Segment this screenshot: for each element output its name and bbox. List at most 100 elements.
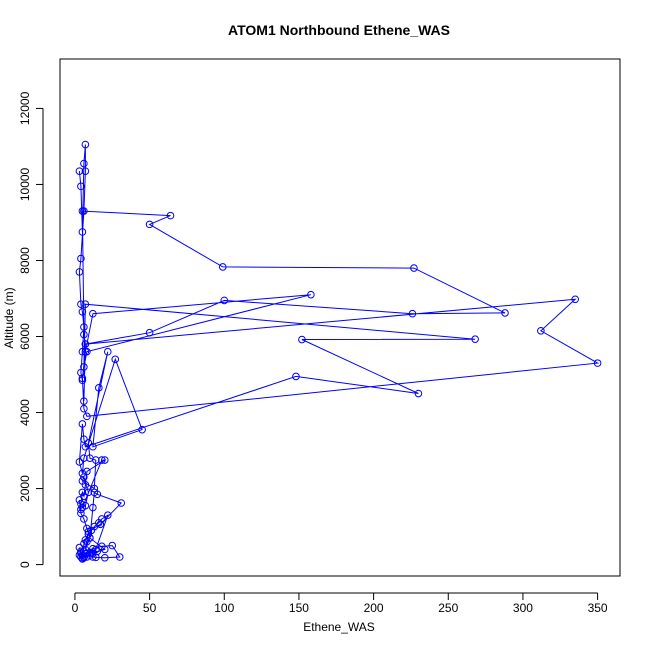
data-point: [78, 376, 87, 385]
x-tick-label: 50: [143, 601, 157, 615]
x-tick-label: 100: [214, 601, 234, 615]
data-point: [83, 549, 91, 557]
y-tick-label: 4000: [18, 399, 32, 426]
data-point: [78, 207, 87, 215]
data-point: [78, 347, 87, 356]
data-point: [78, 228, 87, 236]
x-axis: 0 50 100 150 200 250 300 350: [72, 592, 608, 615]
data-point: [78, 503, 87, 512]
data-point: [78, 374, 87, 383]
data-point: [75, 551, 84, 559]
y-tick-label: 10000: [18, 167, 32, 201]
data-point: [77, 368, 85, 377]
data-point: [138, 425, 146, 434]
data-point: [80, 363, 88, 371]
x-tick-label: 150: [289, 601, 309, 615]
plot-frame: [59, 58, 621, 577]
data-point: [103, 347, 112, 356]
y-axis: 0 2000 4000 6000 8000 10000 12000: [18, 91, 44, 568]
data-point: [77, 254, 85, 263]
data-point: [166, 211, 175, 220]
data-point: [75, 496, 84, 504]
data-point: [83, 412, 91, 421]
data-point: [80, 492, 88, 500]
data-point: [101, 456, 109, 464]
data-point: [93, 547, 102, 556]
data-point: [81, 300, 90, 308]
x-tick-label: 350: [588, 601, 608, 615]
data-point: [115, 553, 124, 561]
data-point: [80, 397, 88, 405]
data-point: [78, 488, 87, 497]
data-point: [83, 347, 91, 356]
data-point: [80, 323, 88, 331]
data-point: [111, 355, 120, 364]
data-point: [77, 505, 85, 514]
data-point: [80, 330, 88, 339]
series-line: [78, 144, 600, 560]
data-point: [92, 545, 100, 554]
x-tick-label: 200: [364, 601, 384, 615]
y-tick-label: 8000: [18, 247, 32, 274]
data-point: [90, 522, 99, 531]
data-point: [537, 327, 545, 335]
data-point: [75, 268, 84, 276]
data-point: [78, 469, 87, 478]
x-axis-label: Ethene_WAS: [303, 620, 375, 634]
data-point: [593, 359, 602, 367]
data-point: [103, 511, 112, 519]
data-point: [84, 488, 93, 497]
data-point: [471, 335, 479, 343]
data-point: [410, 264, 418, 272]
data-point: [81, 140, 90, 149]
data-point: [81, 536, 90, 544]
data-point: [86, 534, 94, 542]
data-point: [77, 509, 85, 518]
y-tick-label: 12000: [18, 91, 32, 125]
data-point: [108, 541, 117, 550]
data-point: [80, 454, 88, 462]
data-point: [93, 490, 102, 499]
data-point: [95, 384, 103, 392]
data-point: [501, 309, 509, 317]
data-point: [77, 553, 85, 561]
data-point: [98, 515, 106, 523]
data-point: [80, 404, 88, 413]
data-point: [77, 499, 85, 508]
y-tick-label: 2000: [18, 475, 32, 502]
data-point: [307, 290, 315, 299]
data-point: [218, 263, 227, 271]
data-point: [78, 307, 87, 316]
x-tick-label: 300: [513, 601, 533, 615]
data-point: [89, 442, 97, 451]
data-point: [101, 553, 109, 562]
data-point: [78, 420, 87, 428]
data-point: [84, 439, 93, 447]
data-point: [298, 335, 306, 344]
data-point: [81, 167, 90, 175]
data-point: [80, 159, 88, 168]
data-point: [92, 456, 100, 464]
data-point: [408, 309, 417, 318]
y-tick-label: 6000: [18, 323, 32, 350]
data-point: [80, 473, 88, 481]
data-point: [80, 435, 88, 443]
data-point: [77, 300, 85, 308]
data-point: [292, 372, 300, 381]
y-tick-label: 0: [18, 561, 32, 568]
data-point: [81, 340, 90, 348]
chart-title: ATOM1 Northbound Ethene_WAS: [228, 22, 450, 38]
x-tick-label: 0: [72, 601, 79, 615]
data-point: [75, 543, 84, 552]
data-point: [98, 456, 106, 464]
data-point: [89, 503, 97, 512]
data-point: [145, 328, 154, 337]
x-tick-label: 250: [438, 601, 458, 615]
data-point: [80, 539, 88, 548]
data-point: [75, 458, 84, 466]
data-point: [83, 467, 91, 476]
data-point: [75, 167, 84, 175]
data-point: [90, 484, 99, 493]
